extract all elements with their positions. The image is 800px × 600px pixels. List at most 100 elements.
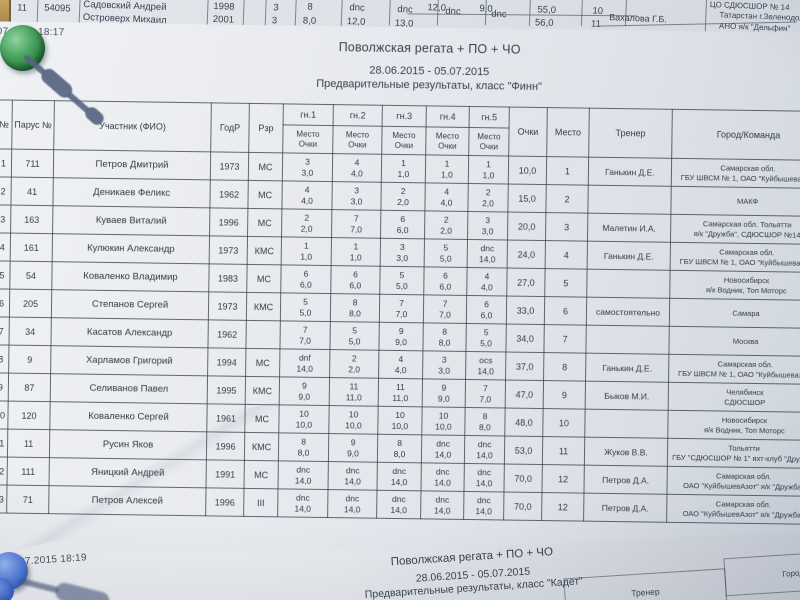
team-cell: Самарская обл. ОАО "КуйбышевАзот" я/к "Др… [667,494,800,524]
trainer-cell: Ганькин Д.Е. [587,241,670,270]
trainer-cell: Петров Д.А. [584,493,667,522]
birth-year-cell: 1996 [210,208,248,237]
back-place: 11 [590,18,602,30]
back-total-points: 56,0 [534,17,554,30]
team-cell: Самара [669,298,800,328]
race-result-cell: 1 1,0 [331,238,380,267]
col-header-race5: гн.5 [469,106,509,128]
total-points-cell: 33,0 [506,296,544,325]
race-result-cell: 4 4,0 [425,183,468,212]
race-result-cell: 6 6,0 [466,295,506,324]
total-points-cell: 37,0 [506,352,544,381]
col-header-points: Очки [509,107,548,157]
sail-number-cell: 205 [9,289,51,318]
rank-cell: МС [244,460,278,488]
birth-year-cell: 1994 [208,348,246,377]
rank-cell: КМС [245,376,279,404]
sail-number-cell: 41 [11,177,53,206]
race-result-cell: 4 4,0 [467,267,507,296]
sail-number-cell: 34 [9,317,51,346]
race-result-cell: 2 2,0 [282,209,332,238]
race-result-cell: 7 7,0 [465,379,505,408]
team-cell: Тольятти ГБУ "СДЮСШОР № 1" яхт-клуб "Друж… [667,438,800,468]
race-result-cell: 10 10,0 [378,406,422,435]
place-cell: 7 [544,325,586,354]
back-year-1: 1998 [213,0,235,13]
sail-number-cell: 11 [7,429,49,458]
race-result-cell: 8 8,0 [423,323,466,352]
back-grid-line [580,0,584,27]
board-edge [0,0,11,30]
race-result-cell: 3 3,0 [332,182,381,211]
back-grid-line [36,0,39,26]
birth-year-cell: 1983 [209,264,247,293]
col-header-trainer: Тренер [589,108,673,158]
team-cell: Москва [669,326,800,356]
sail-number-cell: 161 [10,233,52,262]
race-result-cell: 9 9,0 [328,434,377,463]
trainer-cell [587,269,670,298]
participant-cell: Харламов Григорий [51,346,208,376]
place-cell: 10 [543,409,585,438]
rank-cell [246,320,280,348]
back-race4-place: dnc [445,5,461,18]
back-race2-place: dnc [349,2,365,14]
regatta-title: Поволжская регата + ПО + ЧО [338,40,521,57]
blue-pushpin-body [0,578,14,600]
row-number-cell: 1 [0,149,12,177]
race-result-cell: 5 5,0 [280,293,330,322]
back-race1-place: 8 [307,1,313,13]
col-header-number: № [0,100,12,149]
race-result-cell: 8 8,0 [465,407,505,436]
trainer-cell: самостоятельно [586,297,669,326]
trainer-cell: Жуков В.В. [584,437,667,466]
back-grid-line [528,0,532,27]
race-result-cell: 1 1,0 [425,155,468,184]
birth-year-cell: 1962 [208,320,246,349]
race-result-cell: dnc 14,0 [421,491,464,520]
trainer-cell: Петров Д.А. [584,465,667,494]
race-result-cell: 10 10,0 [279,405,329,434]
place-cell: 2 [546,185,588,214]
rank-cell: МС [248,180,282,208]
place-cell: 4 [545,241,587,270]
back-grid-line [242,0,245,27]
participant-cell: Петров Алексей [49,486,206,516]
race-result-cell: dnc 14,0 [328,462,377,491]
race-result-cell: 5 5,0 [424,239,467,268]
col-header-race1: гн.1 [283,104,333,126]
place-cell: 12 [542,493,584,522]
race-result-cell: 9 9,0 [379,322,423,351]
place-cell: 11 [542,437,584,466]
team-cell: Челябинск СДЮСШОР [668,382,800,412]
total-points-cell: 15,0 [508,184,546,213]
total-points-cell: 20,0 [507,212,545,241]
rank-cell: МС [246,348,280,376]
race-result-cell: 1 1,0 [468,155,508,184]
race-result-cell: 2 2,0 [425,211,468,240]
participant-cell: Русин Яков [49,430,206,460]
race-result-cell: dnc 14,0 [278,489,328,518]
race-result-cell: dnc 14,0 [278,461,328,490]
participant-cell: Степанов Сергей [51,290,208,320]
participant-cell: Коваленко Сергей [50,402,207,432]
next-col-header-city: Город/Команда [723,547,800,597]
total-points-cell: 27,0 [507,268,545,297]
back-race1-points: 8,0 [302,15,317,27]
participant-cell: Яницкий Андрей [49,458,206,488]
sail-number-cell: 711 [11,149,53,178]
race-result-cell: 6 6,0 [424,267,467,296]
row-number-cell: 2 [0,177,11,205]
total-points-cell: 47,0 [505,380,543,409]
race-result-cell: 7 7,0 [332,210,381,239]
birth-year-cell: 1973 [208,292,246,321]
place-cell: 3 [545,213,587,242]
total-points-cell: 10,0 [508,156,546,185]
participant-cell: Куваев Виталий [53,206,210,236]
total-points-cell: 24,0 [507,240,545,269]
place-cell: 8 [544,353,586,382]
race-subheader: Место Очки [426,127,469,156]
race-result-cell: 3 3,0 [467,211,507,240]
race-result-cell: 5 5,0 [466,323,506,352]
